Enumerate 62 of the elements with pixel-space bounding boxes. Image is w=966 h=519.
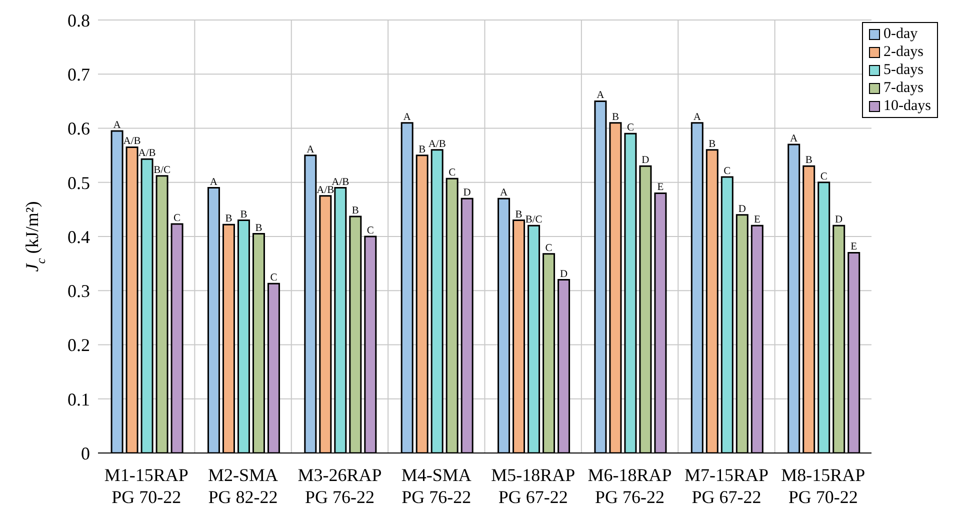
data-label: A — [500, 188, 508, 199]
data-label: A — [306, 144, 315, 156]
data-label: E — [657, 182, 664, 194]
data-label: A — [693, 112, 702, 123]
data-label: C — [448, 168, 456, 179]
data-label: A/B — [123, 136, 141, 148]
data-label: C — [366, 226, 374, 236]
data-label: B/C — [525, 214, 542, 226]
x-tick-label: M6-18RAP PG 76-22 — [588, 465, 672, 507]
data-label: D — [463, 188, 472, 199]
y-tick-label: 0.5 — [68, 172, 90, 193]
data-label: A/B — [428, 138, 446, 150]
y-tick-label: 0.2 — [68, 335, 90, 356]
data-label: B — [708, 138, 716, 150]
y-tick-label: 0.7 — [68, 64, 90, 85]
x-tick-label: M8-15RAP PG 70-22 — [781, 465, 866, 507]
data-label: D — [560, 268, 568, 280]
data-label: A — [113, 120, 122, 131]
y-tick-label: 0.6 — [68, 118, 90, 139]
data-label: B — [612, 112, 619, 123]
data-label: A/B — [332, 176, 350, 188]
data-label: C — [820, 171, 828, 182]
data-label: D — [835, 214, 844, 226]
data-label: C — [626, 122, 634, 134]
x-tick-label: M4-SMA PG 76-22 — [401, 465, 472, 507]
data-label: C — [270, 272, 278, 284]
data-label: A — [596, 90, 605, 102]
legend-label: 7-days — [884, 79, 924, 97]
legend-label: 2-days — [884, 43, 924, 61]
x-tick-label: M2-SMA PG 82-22 — [208, 465, 278, 507]
data-label: D — [738, 204, 746, 215]
x-tick-label: M7-15RAP PG 67-22 — [684, 465, 768, 507]
legend-label: 5-days — [884, 61, 924, 79]
data-label: C — [545, 242, 552, 254]
data-label: B — [418, 144, 426, 156]
legend-label: 0-day — [884, 25, 918, 43]
data-label: C — [174, 213, 181, 224]
data-label: A — [210, 176, 218, 188]
x-tick-label: M3-26RAP PG 76-22 — [298, 465, 382, 507]
data-label: B/C — [154, 164, 171, 176]
data-label: A — [790, 133, 798, 144]
data-label: A/B — [138, 148, 156, 160]
data-label: B — [225, 214, 232, 225]
y-tick-label: 0.4 — [68, 226, 90, 247]
y-tick-label: 0.1 — [68, 389, 90, 410]
x-tick-label: M1-15RAP PG 70-22 — [104, 465, 188, 507]
y-tick-label: 0.8 — [68, 10, 90, 30]
data-label: D — [642, 155, 650, 166]
data-label: E — [754, 214, 760, 226]
data-label: A — [403, 112, 412, 123]
y-tick-label: 0 — [81, 443, 90, 464]
data-label: B — [515, 209, 522, 220]
data-label: B — [255, 222, 262, 234]
data-label: B — [805, 155, 812, 166]
legend-label: 10-days — [884, 97, 931, 115]
data-label: C — [724, 166, 731, 177]
y-tick-label: 0.3 — [68, 281, 90, 302]
data-label: E — [850, 242, 858, 253]
data-label: B — [240, 209, 248, 220]
data-label: A/B — [316, 184, 334, 196]
data-label: B — [352, 205, 359, 216]
x-tick-label: M5-18RAP PG 67-22 — [491, 465, 576, 507]
